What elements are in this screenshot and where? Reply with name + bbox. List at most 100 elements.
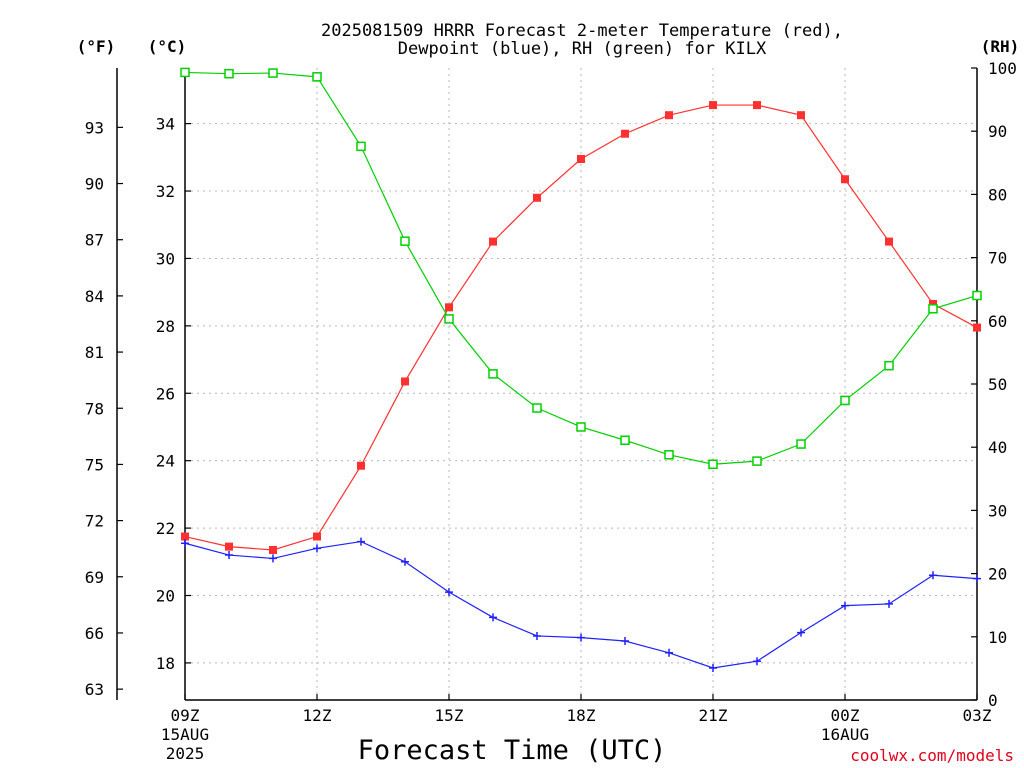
- temperature-point: [533, 193, 541, 202]
- chart-title-line1: 2025081509 HRRR Forecast 2-meter Tempera…: [321, 21, 843, 41]
- rh-tick-label: 40: [988, 438, 1007, 457]
- rh-point: [400, 236, 410, 246]
- dewpoint-point: [665, 648, 673, 657]
- f-tick-label: 81: [85, 343, 104, 362]
- c-tick-label: 30: [156, 249, 175, 268]
- f-tick-label: 93: [85, 118, 104, 137]
- f-tick-label: 75: [85, 455, 104, 474]
- rh-tick-label: 90: [988, 122, 1007, 141]
- rh-tick-label: 60: [988, 312, 1007, 331]
- temperature-point: [357, 461, 365, 470]
- series-rh: [180, 67, 982, 470]
- x-tick-label: 09Z: [171, 706, 200, 725]
- dewpoint-point: [313, 544, 321, 553]
- c-tick-label: 32: [156, 182, 175, 201]
- grid-lines: [185, 68, 977, 700]
- dewpoint-point: [621, 637, 629, 646]
- rh-tick-label: 100: [988, 59, 1017, 78]
- dewpoint-point: [489, 613, 497, 622]
- temperature-point: [577, 155, 585, 164]
- temperature-point: [753, 101, 761, 110]
- rh-point: [312, 72, 322, 82]
- series-temperature: [181, 101, 981, 555]
- rh-tick-label: 20: [988, 565, 1007, 584]
- x-tick-label: 00Z: [831, 706, 860, 725]
- dewpoint-point: [797, 628, 805, 637]
- x-year-label: 2025: [166, 744, 205, 763]
- f-tick-label: 63: [85, 680, 104, 699]
- dewpoint-point: [929, 571, 937, 580]
- temperature-point: [973, 323, 981, 332]
- rh-point: [576, 422, 586, 432]
- rh-tick-label: 80: [988, 185, 1007, 204]
- temperature-point: [929, 299, 937, 308]
- dewpoint-point: [841, 601, 849, 610]
- dewpoint-point: [533, 631, 541, 640]
- rh-point: [532, 403, 542, 413]
- temperature-point: [269, 546, 277, 555]
- fahrenheit-unit-label: (°F): [77, 37, 116, 56]
- temperature-point: [797, 111, 805, 120]
- temperature-point: [841, 175, 849, 184]
- rh-point: [444, 314, 454, 324]
- f-tick-label: 66: [85, 624, 104, 643]
- c-tick-label: 18: [156, 654, 175, 673]
- temperature-point: [401, 377, 409, 386]
- credit-text: coolwx.com/models: [850, 746, 1014, 765]
- temperature-point: [885, 237, 893, 246]
- dewpoint-point: [225, 551, 233, 560]
- c-tick-label: 22: [156, 519, 175, 538]
- dewpoint-point: [401, 557, 409, 566]
- x-date-label: 16AUG: [821, 725, 869, 744]
- rh-point: [268, 68, 278, 78]
- rh-point: [620, 435, 630, 445]
- rh-point: [972, 290, 982, 301]
- dewpoint-point: [445, 588, 453, 597]
- series-layer: [180, 67, 982, 672]
- f-tick-label: 90: [85, 175, 104, 194]
- f-tick-label: 84: [85, 287, 104, 306]
- rh-point: [708, 459, 718, 470]
- c-tick-label: 20: [156, 587, 175, 606]
- temperature-point: [709, 101, 717, 110]
- dewpoint-point: [753, 657, 761, 666]
- f-tick-label: 72: [85, 512, 104, 531]
- x-tick-label: 21Z: [699, 706, 728, 725]
- x-tick-label: 03Z: [963, 706, 992, 725]
- temperature-point: [313, 532, 321, 541]
- series-dewpoint: [181, 537, 981, 672]
- rh-point: [796, 439, 806, 449]
- dewpoint-point: [577, 633, 585, 642]
- temperature-point: [621, 129, 629, 138]
- dewpoint-point: [357, 537, 365, 546]
- rh-tick-label: 30: [988, 501, 1007, 520]
- temperature-point: [181, 532, 189, 541]
- rh-unit-label: (RH): [981, 37, 1020, 56]
- rh-tick-label: 70: [988, 249, 1007, 268]
- rh-point: [488, 369, 498, 379]
- rh-point: [840, 395, 850, 406]
- x-tick-label: 18Z: [567, 706, 596, 725]
- x-date-label: 15AUG: [161, 725, 209, 744]
- rh-tick-label: 0: [988, 691, 998, 710]
- celsius-unit-label: (°C): [148, 37, 187, 56]
- dewpoint-point: [709, 663, 717, 672]
- chart-title-line2: Dewpoint (blue), RH (green) for KILX: [398, 39, 767, 59]
- dewpoint-point: [269, 554, 277, 563]
- temperature-point: [225, 542, 233, 551]
- temperature-point: [665, 111, 673, 120]
- f-tick-label: 87: [85, 231, 104, 250]
- x-tick-label: 12Z: [303, 706, 332, 725]
- rh-point: [356, 141, 366, 152]
- c-tick-label: 28: [156, 317, 175, 336]
- dewpoint-point: [885, 599, 893, 608]
- x-tick-label: 15Z: [435, 706, 464, 725]
- rh-point: [752, 456, 762, 466]
- rh-tick-label: 10: [988, 628, 1007, 647]
- c-tick-label: 34: [156, 115, 175, 134]
- rh-point: [664, 450, 674, 460]
- rh-tick-label: 50: [988, 375, 1007, 394]
- temperature-point: [445, 303, 453, 312]
- tick-labels: 63 66 69 72 75 78 81 84 87 90 93 18 20 22 24 26 28 30 32 34…: [85, 59, 1017, 763]
